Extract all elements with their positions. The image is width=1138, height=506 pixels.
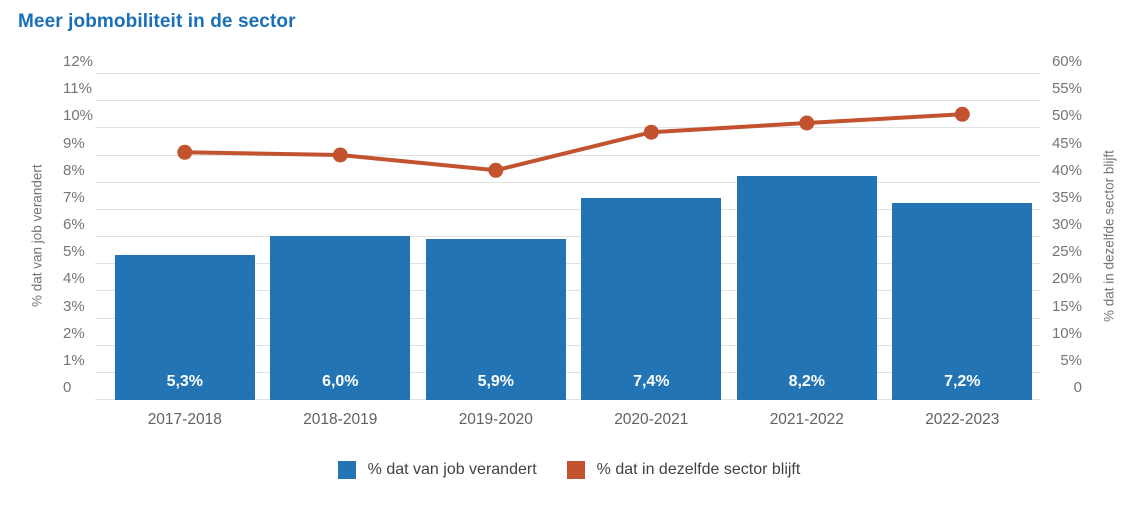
y-axis-tick-left: 1% xyxy=(63,351,85,369)
data-point[interactable] xyxy=(488,162,504,178)
data-point[interactable] xyxy=(799,115,815,131)
x-axis-label: 2021-2022 xyxy=(769,411,844,428)
x-axis-label: 2020-2021 xyxy=(614,411,689,428)
bar[interactable] xyxy=(892,203,1033,400)
bar-value-label: 5,3% xyxy=(166,373,204,390)
y-axis-tick-left: 11% xyxy=(63,80,92,98)
y-axis-tick-right: 50% xyxy=(1051,107,1082,125)
bar-series-swatch-icon xyxy=(337,461,356,479)
legend-label-bar-series: % dat van job verandert xyxy=(367,461,537,478)
gridline xyxy=(95,317,1040,319)
line-series-swatch-icon xyxy=(566,461,585,479)
bar[interactable] xyxy=(736,176,877,400)
gridline xyxy=(95,290,1040,292)
y-axis-tick-right: 20% xyxy=(1051,270,1082,288)
y-axis-tick-right: 35% xyxy=(1051,188,1082,206)
y-axis-tick-right: 0 xyxy=(1073,379,1082,396)
y-axis-tick-left: 2% xyxy=(63,324,85,342)
gridline xyxy=(95,236,1040,237)
bar-value-label: 7,2% xyxy=(944,373,981,390)
bar[interactable] xyxy=(425,238,566,400)
bar-value-label: 6,0% xyxy=(322,373,359,390)
y-axis-tick-right: 60% xyxy=(1051,53,1082,70)
x-axis-label: 2019-2020 xyxy=(458,411,533,428)
right-axis-title: % dat in dezelfde sector blijft xyxy=(1101,150,1117,322)
bar[interactable] xyxy=(114,255,255,400)
gridline xyxy=(95,100,1040,102)
x-axis-label: 2017-2018 xyxy=(147,411,222,428)
data-point[interactable] xyxy=(643,124,659,140)
data-point[interactable] xyxy=(954,106,970,122)
legend-item-bar-series[interactable]: % dat van job verandert xyxy=(337,461,537,479)
y-axis-tick-right: 45% xyxy=(1051,134,1082,152)
legend-item-line-series[interactable]: % dat in dezelfde sector blijft xyxy=(566,461,801,479)
bar[interactable] xyxy=(270,236,411,400)
gridline xyxy=(95,371,1040,373)
y-axis-tick-left: 9% xyxy=(63,134,85,152)
y-axis-tick-left: 8% xyxy=(63,161,85,179)
trend-line xyxy=(184,112,963,173)
y-axis-tick-right: 15% xyxy=(1051,297,1082,315)
bar-value-label: 5,9% xyxy=(477,373,515,390)
y-axis-tick-left: 4% xyxy=(63,270,85,288)
bar[interactable] xyxy=(581,198,722,400)
data-point[interactable] xyxy=(177,144,193,160)
y-axis-tick-left: 10% xyxy=(63,107,94,125)
bar-value-label: 8,2% xyxy=(788,373,826,390)
legend: % dat van job verandert % dat in dezelfd… xyxy=(0,461,1138,479)
bar-value-label: 7,4% xyxy=(633,373,670,390)
y-axis-tick-left: 0 xyxy=(63,379,72,396)
left-axis-title: % dat van job verandert xyxy=(29,164,45,308)
y-axis-tick-left: 12% xyxy=(63,53,94,70)
x-axis-label: 2018-2019 xyxy=(303,411,378,428)
gridline xyxy=(95,127,1040,129)
x-axis-label: 2022-2023 xyxy=(925,411,1000,428)
gridline xyxy=(95,208,1040,210)
y-axis-tick-right: 30% xyxy=(1051,216,1082,233)
y-axis-tick-right: 10% xyxy=(1051,324,1082,342)
gridline xyxy=(95,263,1040,265)
gridline xyxy=(95,154,1040,156)
legend-label-line-series: % dat in dezelfde sector blijft xyxy=(596,461,801,478)
gridline xyxy=(95,181,1040,183)
y-axis-tick-right: 25% xyxy=(1051,243,1082,261)
y-axis-tick-right: 5% xyxy=(1060,351,1082,369)
y-axis-tick-left: 3% xyxy=(63,297,85,315)
gridline xyxy=(95,73,1040,74)
y-axis-tick-right: 40% xyxy=(1051,161,1082,179)
y-axis-tick-right: 55% xyxy=(1051,80,1082,98)
y-axis-tick-left: 7% xyxy=(63,188,85,206)
gridline xyxy=(95,399,1040,400)
y-axis-tick-left: 5% xyxy=(63,243,85,261)
y-axis-tick-left: 6% xyxy=(63,216,85,233)
chart-title: Meer jobmobiliteit in de sector xyxy=(18,11,296,32)
gridline xyxy=(95,344,1040,346)
data-point[interactable] xyxy=(332,147,348,163)
